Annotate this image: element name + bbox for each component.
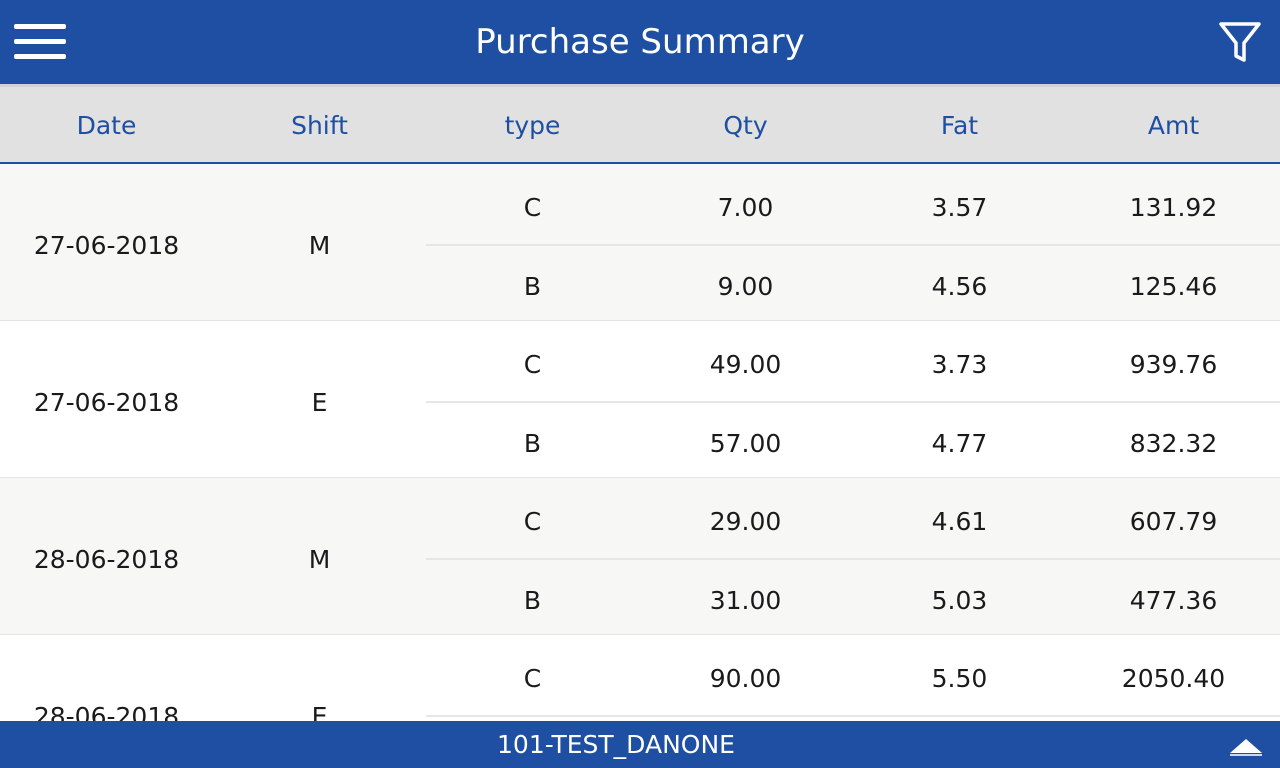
- table-row[interactable]: C 29.00 4.61 607.79: [0, 478, 1280, 560]
- table-row-group[interactable]: 28-06-2018 E C 90.00 5.50 2050.40: [0, 635, 1280, 721]
- bottom-bar: 101-TEST_DANONE: [0, 721, 1280, 768]
- qty-cell: 57.00: [709, 429, 782, 458]
- table-row[interactable]: C 7.00 3.57 131.92: [0, 164, 1280, 246]
- fat-cell: 3.73: [931, 350, 988, 379]
- fat-cell: 5.50: [931, 664, 988, 693]
- filter-icon[interactable]: [1214, 20, 1266, 66]
- table-header: Date Shift type Qty Fat Amt: [0, 84, 1280, 164]
- column-header-amt[interactable]: Amt: [1147, 111, 1200, 140]
- fat-cell: 4.77: [931, 429, 988, 458]
- date-cell: 27-06-2018: [33, 388, 180, 417]
- table-row[interactable]: C 90.00 5.50 2050.40: [0, 635, 1280, 717]
- type-cell: B: [523, 429, 542, 458]
- fat-cell: 3.57: [931, 193, 988, 222]
- table-row[interactable]: B 9.00 4.56 125.46: [0, 244, 1280, 322]
- hamburger-menu-icon[interactable]: [10, 18, 70, 66]
- center-name-label: 101-TEST_DANONE: [497, 730, 735, 759]
- type-cell: C: [523, 664, 542, 693]
- qty-cell: 7.00: [717, 193, 774, 222]
- app-bar: Purchase Summary: [0, 0, 1280, 84]
- column-header-qty[interactable]: Qty: [723, 111, 768, 140]
- shift-cell: E: [311, 702, 328, 721]
- group-divider: [0, 634, 1280, 635]
- table-row-group[interactable]: 27-06-2018 E C 49.00 3.73 939.76 B 57.00…: [0, 321, 1280, 478]
- date-cell: 28-06-2018: [33, 702, 180, 721]
- shift-cell: E: [311, 388, 328, 417]
- table-body[interactable]: 27-06-2018 M C 7.00 3.57 131.92 B 9.00 4…: [0, 164, 1280, 721]
- column-header-fat[interactable]: Fat: [940, 111, 979, 140]
- fat-cell: 4.61: [931, 507, 988, 536]
- type-cell: C: [523, 350, 542, 379]
- table-row[interactable]: B 31.00 5.03 477.36: [0, 558, 1280, 636]
- shift-cell: M: [308, 231, 331, 260]
- type-cell: B: [523, 586, 542, 615]
- row-divider: [426, 558, 1280, 560]
- amt-cell: 131.92: [1129, 193, 1218, 222]
- table-row[interactable]: C 49.00 3.73 939.76: [0, 321, 1280, 403]
- group-divider: [0, 320, 1280, 321]
- row-divider: [426, 244, 1280, 246]
- amt-cell: 939.76: [1129, 350, 1218, 379]
- qty-cell: 90.00: [709, 664, 782, 693]
- column-header-type[interactable]: type: [504, 111, 561, 140]
- fat-cell: 4.56: [931, 272, 988, 301]
- table-row-group[interactable]: 27-06-2018 M C 7.00 3.57 131.92 B 9.00 4…: [0, 164, 1280, 321]
- shift-cell: M: [308, 545, 331, 574]
- qty-cell: 29.00: [709, 507, 782, 536]
- fat-cell: 5.03: [931, 586, 988, 615]
- qty-cell: 31.00: [709, 586, 782, 615]
- column-header-shift[interactable]: Shift: [291, 111, 348, 140]
- type-cell: C: [523, 507, 542, 536]
- column-header-date[interactable]: Date: [76, 111, 137, 140]
- amt-cell: 125.46: [1129, 272, 1218, 301]
- amt-cell: 832.32: [1129, 429, 1218, 458]
- row-divider: [426, 715, 1280, 717]
- table-row-group[interactable]: 28-06-2018 M C 29.00 4.61 607.79 B 31.00…: [0, 478, 1280, 635]
- group-divider: [0, 477, 1280, 478]
- type-cell: C: [523, 193, 542, 222]
- chevron-up-icon[interactable]: [1226, 733, 1266, 761]
- qty-cell: 9.00: [717, 272, 774, 301]
- page-title: Purchase Summary: [475, 22, 805, 62]
- table-row[interactable]: B 57.00 4.77 832.32: [0, 401, 1280, 479]
- date-cell: 28-06-2018: [33, 545, 180, 574]
- amt-cell: 477.36: [1129, 586, 1218, 615]
- qty-cell: 49.00: [709, 350, 782, 379]
- amt-cell: 2050.40: [1121, 664, 1226, 693]
- type-cell: B: [523, 272, 542, 301]
- amt-cell: 607.79: [1129, 507, 1218, 536]
- date-cell: 27-06-2018: [33, 231, 180, 260]
- row-divider: [426, 401, 1280, 403]
